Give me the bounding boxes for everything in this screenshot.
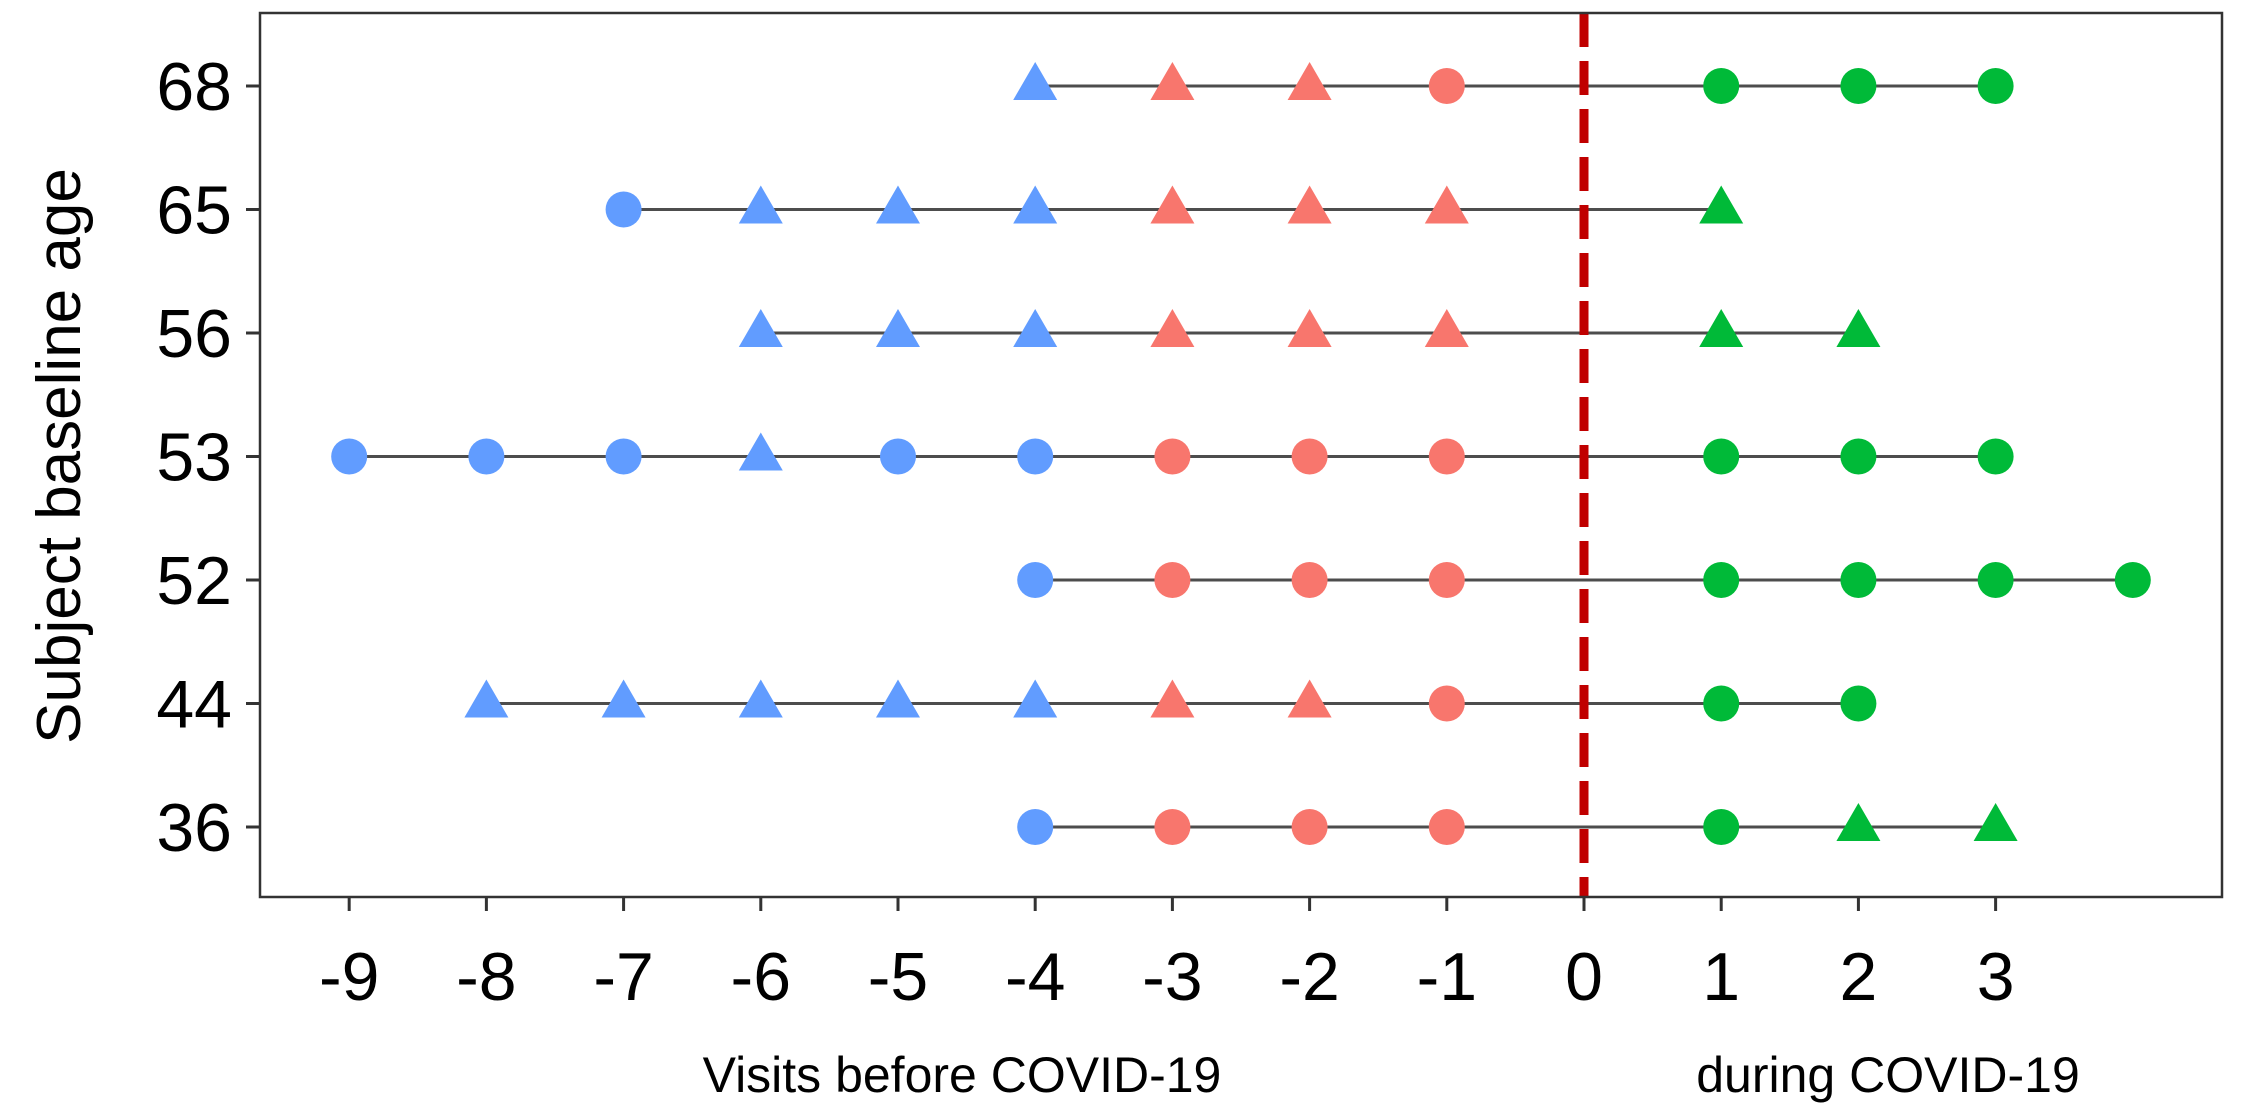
- x-tick-label: 1: [1702, 939, 1740, 1015]
- x-tick-label: 2: [1839, 939, 1877, 1015]
- visit-point-triangle: [1699, 185, 1744, 224]
- visit-point-triangle: [1836, 803, 1881, 841]
- x-tick-label: -6: [731, 939, 791, 1015]
- visit-points: [331, 62, 2151, 845]
- y-tick-label: 44: [156, 667, 232, 743]
- x-tick-label: -4: [1005, 939, 1065, 1015]
- visit-point-triangle: [1013, 679, 1058, 718]
- visit-point-triangle: [875, 679, 920, 718]
- visit-point-triangle: [738, 679, 783, 718]
- visit-point-triangle: [738, 185, 783, 224]
- visit-point-triangle: [738, 432, 783, 471]
- y-axis-title: Subject baseline age: [25, 168, 94, 744]
- visit-point-triangle: [875, 185, 920, 224]
- x-axis-title-during: during COVID-19: [1696, 1047, 2080, 1103]
- visit-point-circle: [605, 191, 642, 228]
- visit-point-circle: [2114, 562, 2151, 598]
- visit-point-circle: [468, 438, 505, 475]
- visit-point-circle: [1017, 438, 1054, 475]
- visit-point-circle: [1428, 685, 1465, 722]
- visit-point-circle: [1154, 809, 1191, 845]
- x-tick-label: 3: [1977, 939, 2015, 1015]
- visit-point-triangle: [1150, 679, 1195, 718]
- visit-point-triangle: [1013, 185, 1058, 224]
- visit-point-circle: [1703, 809, 1740, 845]
- y-axis: 68 65 56 53 52 44 36: [156, 49, 260, 866]
- x-tick-label: -7: [593, 939, 653, 1015]
- visit-point-circle: [1840, 562, 1877, 598]
- visit-point-circle: [1840, 68, 1877, 104]
- visit-point-triangle: [1150, 62, 1195, 100]
- visit-point-triangle: [1973, 803, 2018, 841]
- visit-point-circle: [1291, 809, 1328, 845]
- visit-point-triangle: [1287, 62, 1332, 100]
- visit-point-triangle: [1150, 185, 1195, 224]
- visit-point-circle: [1428, 809, 1465, 845]
- visit-point-triangle: [1287, 185, 1332, 224]
- visit-point-triangle: [1287, 679, 1332, 718]
- visit-point-circle: [1154, 562, 1191, 598]
- x-tick-label: -5: [868, 939, 928, 1015]
- x-axis-title-before: Visits before COVID-19: [703, 1047, 1222, 1103]
- y-tick-label: 56: [156, 296, 232, 372]
- visit-point-triangle: [1424, 309, 1469, 347]
- y-tick-label: 53: [156, 420, 232, 496]
- visit-point-triangle: [1424, 185, 1469, 224]
- visit-point-circle: [1428, 438, 1465, 475]
- visit-point-triangle: [1836, 309, 1881, 347]
- x-tick-label: -8: [456, 939, 516, 1015]
- y-tick-label: 52: [156, 543, 232, 619]
- visit-point-circle: [879, 438, 916, 475]
- x-tick-label: -3: [1142, 939, 1202, 1015]
- visit-point-triangle: [1013, 62, 1058, 100]
- visit-point-triangle: [1699, 309, 1744, 347]
- visit-point-circle: [1428, 68, 1465, 104]
- visit-point-triangle: [875, 309, 920, 347]
- visit-point-circle: [605, 438, 642, 475]
- visit-point-circle: [1703, 562, 1740, 598]
- visit-point-triangle: [1013, 309, 1058, 347]
- visit-point-circle: [1977, 438, 2014, 475]
- visit-point-circle: [1977, 562, 2014, 598]
- x-tick-label: -1: [1417, 939, 1477, 1015]
- visit-point-circle: [1428, 562, 1465, 598]
- visit-point-circle: [1840, 438, 1877, 475]
- visit-point-circle: [1703, 685, 1740, 722]
- visit-point-circle: [331, 438, 368, 475]
- visit-point-circle: [1977, 68, 2014, 104]
- visit-point-circle: [1840, 685, 1877, 722]
- visit-point-circle: [1154, 438, 1191, 475]
- x-tick-label: -2: [1279, 939, 1339, 1015]
- visit-point-triangle: [1287, 309, 1332, 347]
- x-axis: -9 -8 -7 -6 -5 -4 -3 -2 -1 0 1 2 3: [319, 897, 2015, 1015]
- y-tick-label: 65: [156, 173, 232, 249]
- visit-point-triangle: [738, 309, 783, 347]
- visit-point-circle: [1017, 562, 1054, 598]
- y-tick-label: 68: [156, 49, 232, 125]
- visit-point-triangle: [1150, 309, 1195, 347]
- visit-point-circle: [1291, 438, 1328, 475]
- visit-point-circle: [1703, 68, 1740, 104]
- visit-point-triangle: [601, 679, 646, 718]
- visit-point-circle: [1703, 438, 1740, 475]
- x-tick-label: 0: [1565, 939, 1603, 1015]
- y-tick-label: 36: [156, 790, 232, 866]
- visit-point-circle: [1017, 809, 1054, 845]
- x-tick-label: -9: [319, 939, 379, 1015]
- visit-point-triangle: [464, 679, 509, 718]
- visit-point-circle: [1291, 562, 1328, 598]
